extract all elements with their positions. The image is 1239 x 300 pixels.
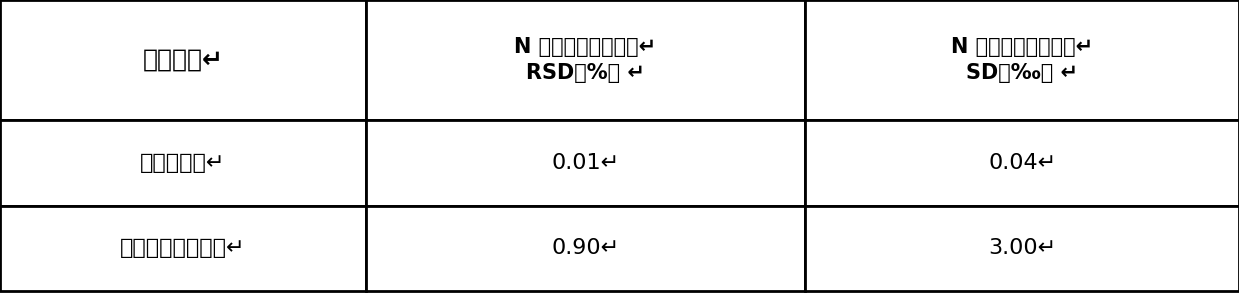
Text: 0.04↵: 0.04↵ (987, 153, 1057, 173)
Text: 本发明方法↵: 本发明方法↵ (140, 153, 225, 173)
Text: N 同位素分析重现性↵
SD（‰） ↵: N 同位素分析重现性↵ SD（‰） ↵ (952, 37, 1093, 83)
Text: 3.00↵: 3.00↵ (987, 238, 1057, 258)
Text: 0.90↵: 0.90↵ (551, 238, 620, 258)
Bar (366, 120, 805, 206)
Text: 湿地土壤↵: 湿地土壤↵ (142, 48, 223, 72)
Text: 常规连续流分析法↵: 常规连续流分析法↵ (120, 238, 245, 258)
Text: N 同位素分析准确性↵
RSD（%） ↵: N 同位素分析准确性↵ RSD（%） ↵ (514, 37, 657, 83)
Bar (805, 206, 1239, 291)
Bar (805, 120, 1239, 206)
Bar (366, 206, 805, 291)
Bar (805, 0, 1239, 120)
Bar (0, 206, 366, 291)
Text: 0.01↵: 0.01↵ (551, 153, 620, 173)
Bar (0, 0, 366, 120)
Bar (366, 0, 805, 120)
Bar (0, 120, 366, 206)
